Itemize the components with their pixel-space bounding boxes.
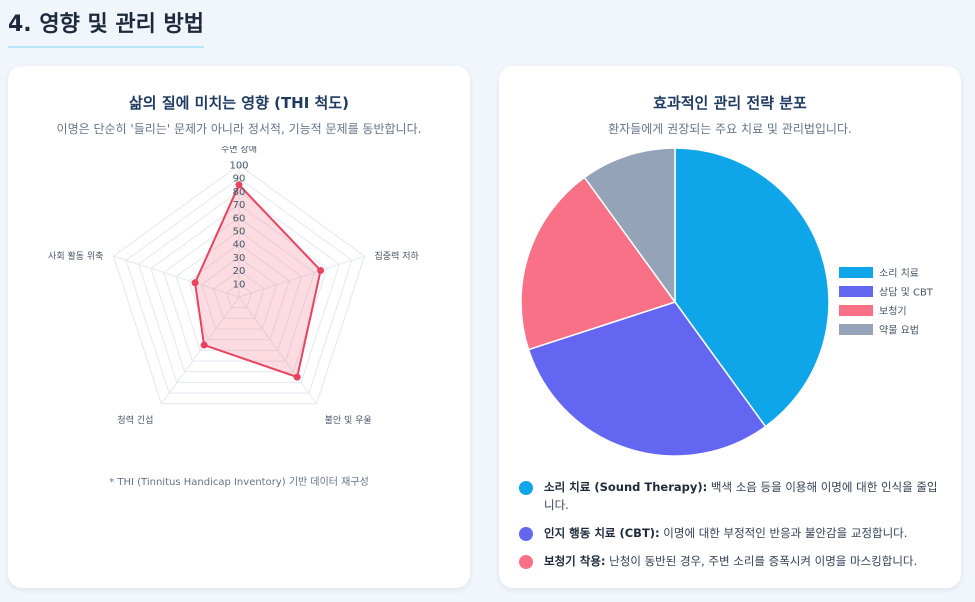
strategy-item: 소리 치료 (Sound Therapy): 백색 소음 등을 이용해 이명에 … [519,478,944,514]
strategy-list: 소리 치료 (Sound Therapy): 백색 소음 등을 이용해 이명에 … [519,478,944,580]
radar-card-subtitle: 이명은 단순히 '들리는' 문제가 아니라 정서적, 기능적 문제를 동반합니다… [56,122,422,136]
radar-grid-ring [175,230,303,351]
radar-spoke [238,296,317,405]
radar-tick-label: 100 [229,161,248,172]
radar-tick-label: 50 [233,227,246,238]
strategy-dot [519,555,533,569]
radar-grid-ring [112,164,366,405]
radar-card: 삶의 질에 미치는 영향 (THI 척도) 이명은 단순히 '들리는' 문제가 … [8,66,470,588]
pie-legend-label: 상담 및 CBT [879,287,934,299]
radar-point [293,373,301,381]
radar-axis-label: 청력 긴섭 [117,414,153,426]
radar-axis-label: 사회 활동 위축 [48,250,103,262]
strategy-dot [519,527,533,541]
radar-axis-label: 불안 및 우울 [325,414,372,426]
radar-tick-label: 20 [233,266,246,277]
strategy-dot [519,481,533,495]
pie-slice [583,147,676,305]
radar-tick-label: 30 [233,253,246,264]
radar-grid-ring [188,243,290,341]
strategy-desc: 백색 소음 등을 이용해 이명에 대한 인식을 줄입니다. [544,480,938,512]
radar-tick-label: 80 [233,187,246,198]
radar-tick-label: 90 [233,174,246,185]
radar-point [317,266,325,274]
pie-card: 효과적인 관리 전략 분포 환자들에게 권장되는 주요 치료 및 관리법입니다.… [499,66,961,588]
radar-spoke [113,255,240,298]
radar-card-title: 삶의 질에 미치는 영향 (THI 척도) [129,94,349,112]
radar-grid-ring [213,269,265,319]
radar-tick-label: 40 [233,240,246,251]
radar-point [191,279,199,287]
radar-tick-label: 70 [233,200,246,211]
pie-slice [520,176,677,351]
radar-footnote: * THI (Tinnitus Handicap Inventory) 기반 데… [109,477,369,488]
pie-card-subtitle: 환자들에게 권장되는 주요 치료 및 관리법입니다. [608,122,852,136]
strategy-item: 보청기 착용: 난청이 동반된 경우, 주변 소리를 증폭시켜 이명을 마스킹합… [519,552,944,570]
radar-grid-ring [163,217,315,362]
pie-slice [674,147,830,428]
radar-grid-ring [200,256,278,330]
radar-grid-ring [150,203,328,373]
strategy-name: 보청기 착용: [544,554,606,568]
pie-legend-swatch [839,305,873,316]
radar-point [200,341,208,349]
radar-grid-ring [137,190,341,383]
radar-axis-label: 수면 장애 [221,146,257,155]
strategy-name: 인지 행동 치료 (CBT): [544,526,660,540]
radar-series-area [194,183,322,379]
pie-legend-swatch [839,324,873,335]
radar-spoke [161,296,240,405]
pie-legend-swatch [839,267,873,278]
radar-axis-label: 집중력 저하 [375,250,420,262]
strategy-item: 인지 행동 치료 (CBT): 이명에 대한 부정적인 반응과 불안감을 교정합… [519,524,944,542]
section-title: 4. 영향 및 관리 방법 [8,6,204,48]
strategy-name: 소리 치료 (Sound Therapy): [544,480,708,494]
pie-legend-swatch [839,286,873,297]
radar-grid-ring [125,177,353,394]
radar-point [235,181,243,189]
pie-card-title: 효과적인 관리 전략 분포 [653,94,807,112]
radar-grid-ring [225,283,253,309]
strategy-desc: 난청이 동반된 경우, 주변 소리를 증폭시켜 이명을 마스킹합니다. [605,554,918,568]
pie-legend-label: 소리 치료 [879,268,919,280]
radar-spoke [238,255,365,298]
pie-legend-label: 약물 요법 [879,325,919,337]
strategy-desc: 이명에 대한 부정적인 반응과 불안감을 교정합니다. [659,526,908,540]
radar-tick-label: 10 [233,279,246,290]
pie-legend-label: 보청기 [879,306,907,318]
pie-slice [527,301,767,457]
radar-tick-label: 60 [233,213,246,224]
